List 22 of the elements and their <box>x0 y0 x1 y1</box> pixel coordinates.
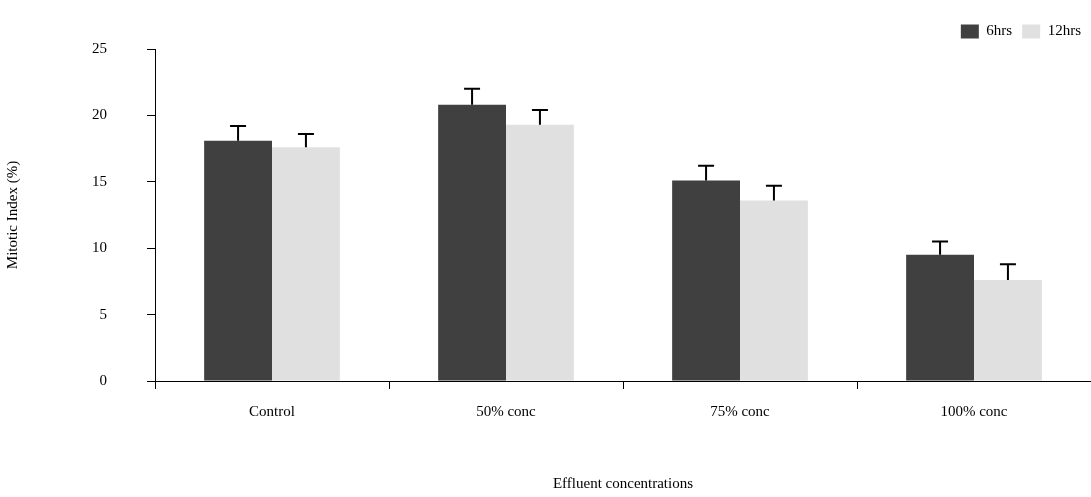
legend-label: 6hrs <box>986 22 1013 39</box>
bar <box>506 124 574 381</box>
y-tick-label: 0 <box>99 371 107 388</box>
y-tick-label: 5 <box>99 305 107 322</box>
bar <box>906 254 974 381</box>
bar <box>204 140 272 381</box>
y-tick-label: 20 <box>92 106 107 123</box>
x-tick-label: Control <box>249 402 295 419</box>
x-axis-title: Effluent concentrations <box>552 474 694 491</box>
bar <box>974 280 1042 381</box>
x-tick-label: 100% conc <box>940 402 1008 419</box>
y-axis-title: Mitotic Index (%) <box>3 160 21 270</box>
legend-label: 12hrs <box>1047 22 1082 39</box>
bar <box>672 180 740 381</box>
x-tick-label: 75% conc <box>710 402 771 419</box>
y-tick-label: 10 <box>92 239 107 256</box>
bar <box>438 104 506 381</box>
y-tick-label: 25 <box>92 39 107 56</box>
bar <box>740 200 808 381</box>
y-tick-label: 15 <box>92 172 107 189</box>
x-tick-label: 50% conc <box>476 402 537 419</box>
bar <box>272 147 340 381</box>
